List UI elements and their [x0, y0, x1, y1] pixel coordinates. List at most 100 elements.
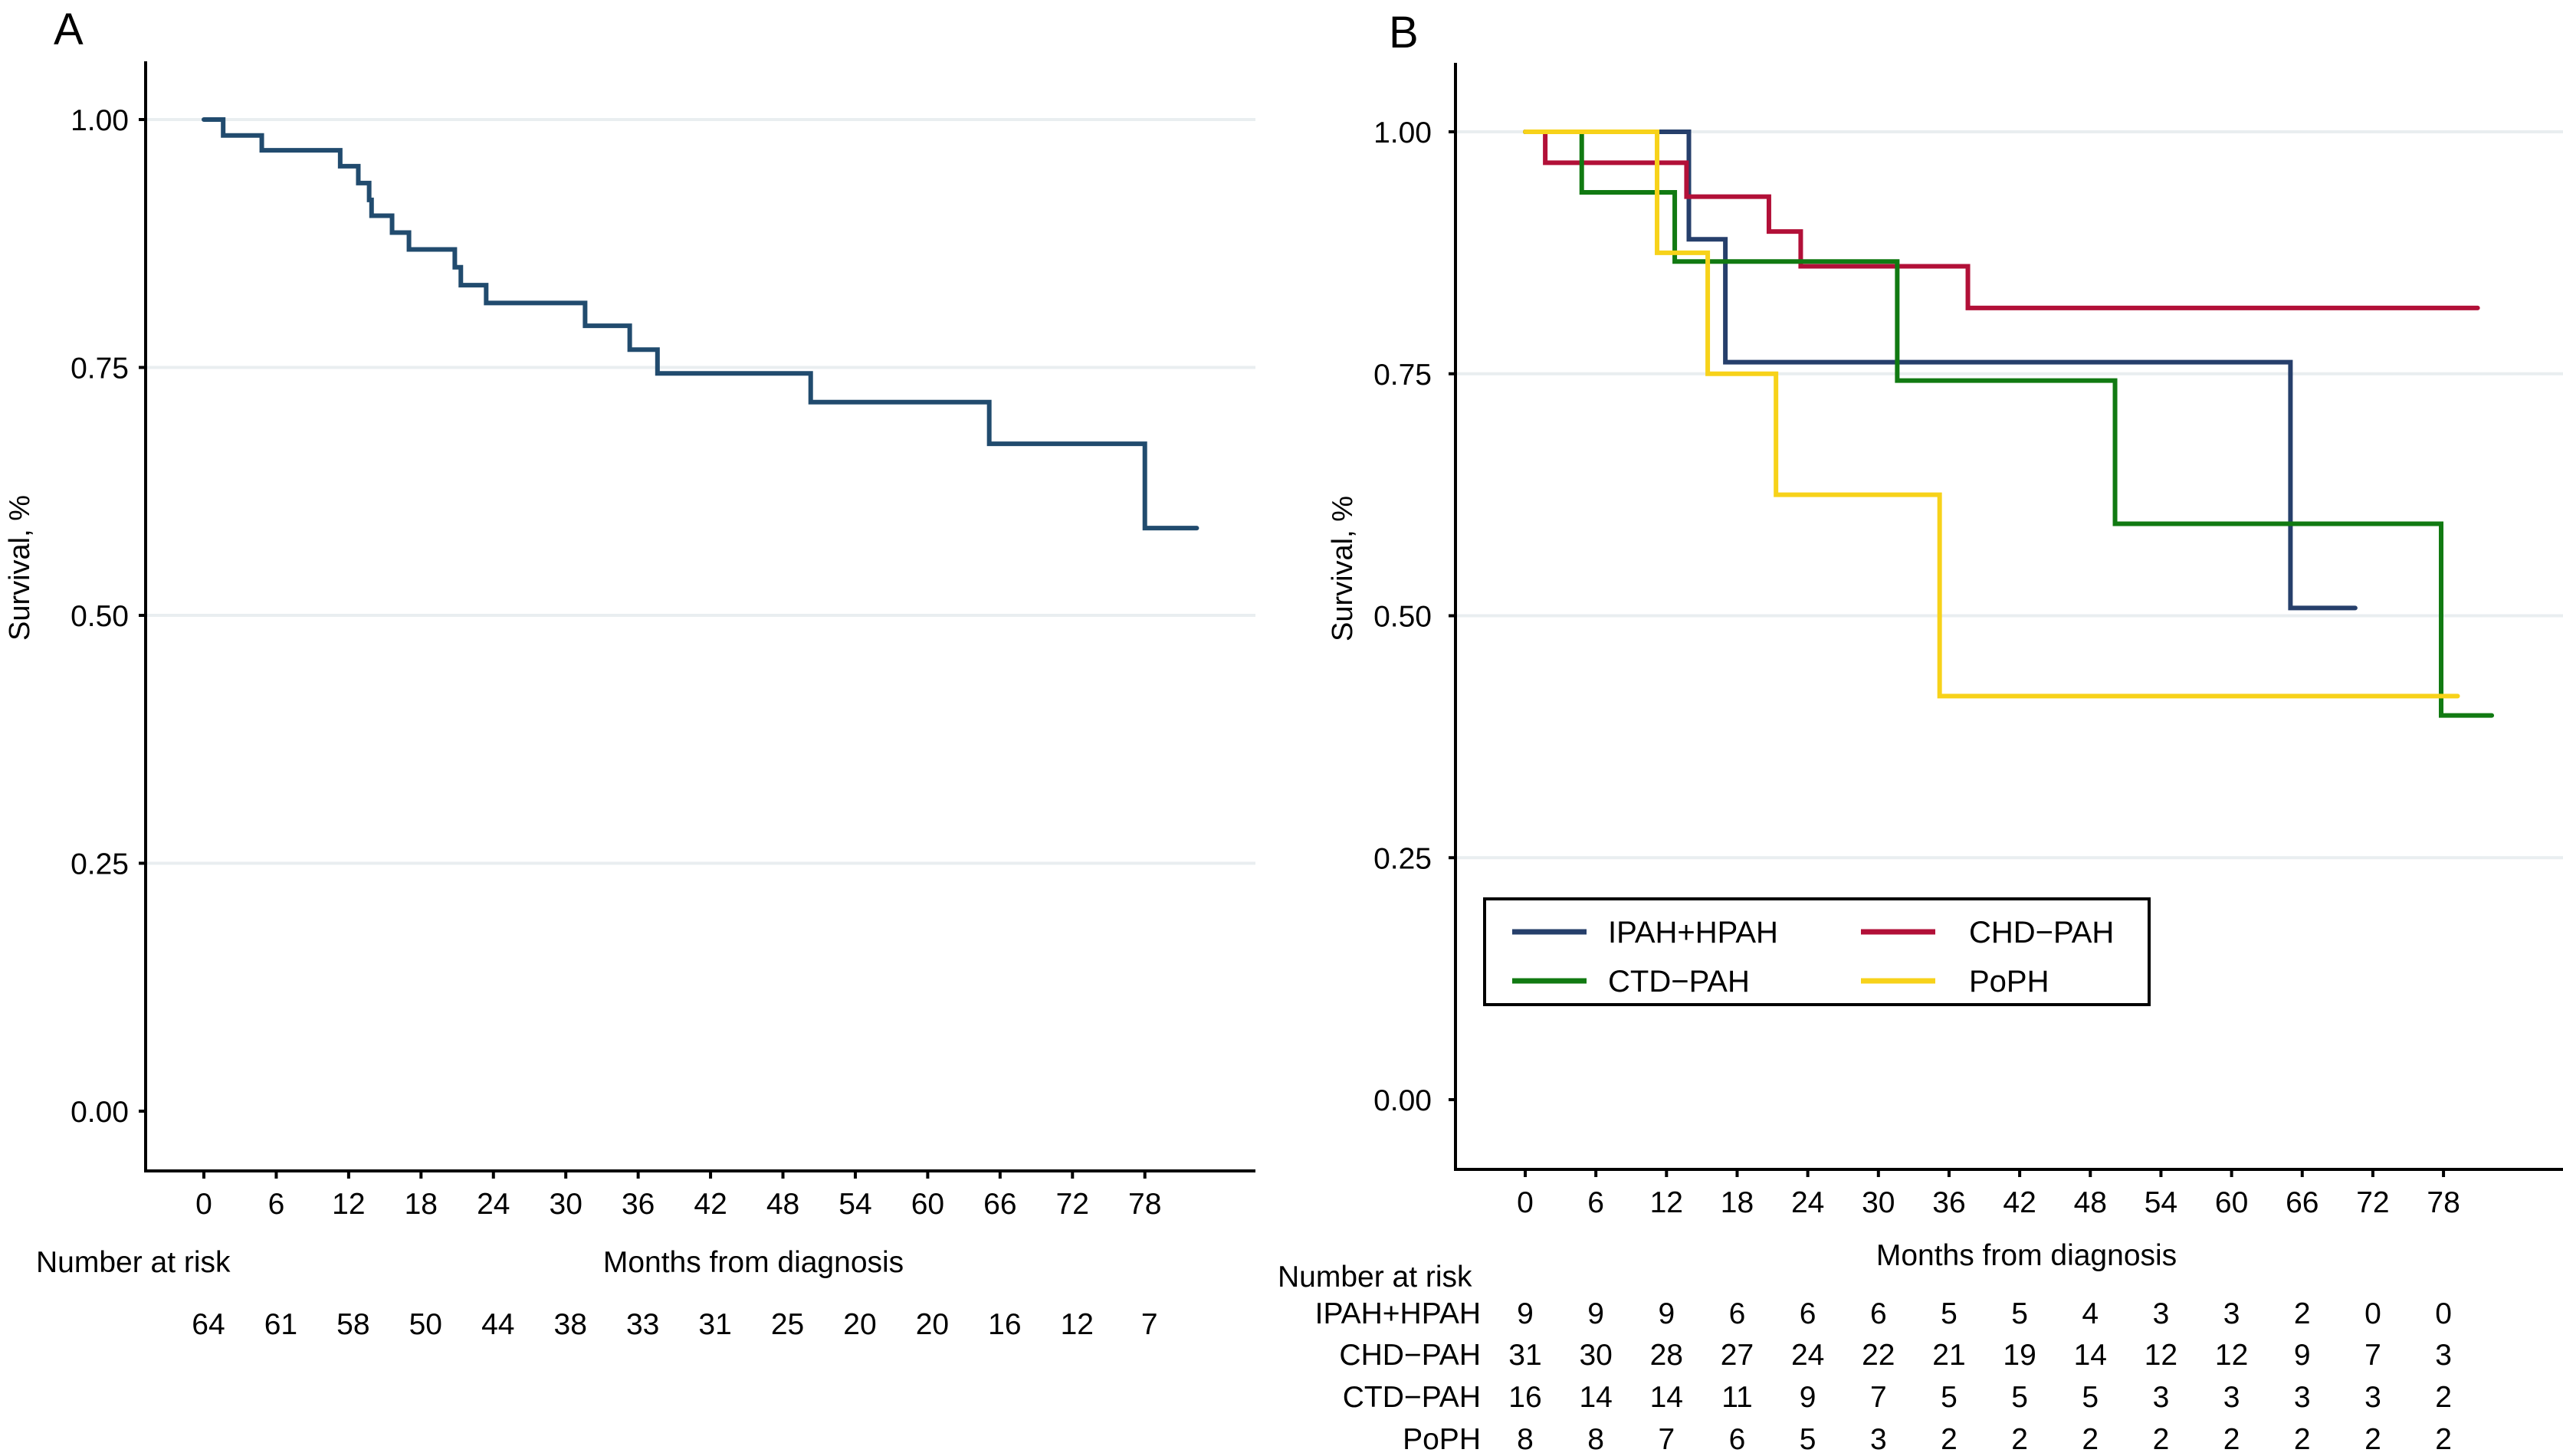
risk-value: 14: [1650, 1381, 1683, 1414]
x-tick-label: 24: [477, 1188, 510, 1221]
risk-row-label-ipah-hpah: IPAH+HPAH: [1315, 1297, 1481, 1330]
risk-value: 31: [1508, 1339, 1541, 1372]
risk-row-label-poph: PoPH: [1403, 1423, 1481, 1456]
x-tick-label: 36: [1932, 1186, 1965, 1219]
risk-value: 5: [1941, 1381, 1958, 1414]
risk-value: 12: [1061, 1308, 1094, 1341]
risk-value: 4: [2082, 1297, 2099, 1330]
risk-value: 2: [1941, 1423, 1958, 1456]
panel-a-label: A: [54, 5, 84, 54]
x-tick-label: 60: [2215, 1186, 2248, 1219]
x-tick-label: 12: [1650, 1186, 1683, 1219]
risk-value: 0: [2364, 1297, 2381, 1330]
y-tick-label: 0.00: [71, 1096, 129, 1129]
panel-b-gridlines: [1455, 130, 2563, 860]
x-tick-label: 12: [332, 1188, 365, 1221]
risk-value: 30: [1579, 1339, 1612, 1372]
risk-value: 8: [1587, 1423, 1604, 1456]
legend-label-ctd-pah: CTD−PAH: [1608, 965, 1750, 999]
x-tick-label: 18: [405, 1188, 438, 1221]
panel-a-gridlines: [146, 118, 1255, 865]
risk-value: 5: [2011, 1381, 2028, 1414]
panel-a-risk-table: 64 61 58 50 44 38 33 31 25 20 20 16 12 7: [192, 1308, 1157, 1341]
y-tick-label: 0.00: [1373, 1084, 1432, 1117]
risk-value: 12: [2215, 1339, 2248, 1372]
panel-a-x-axis-title: Months from diagnosis: [603, 1246, 904, 1279]
panel-b-axes: 0.00 0.25 0.50 0.75 1.00 0 6 12 18 24 30 36 42 48 54 60…: [1373, 63, 2563, 1219]
panel-a-chart: A 0.00 0.25 0.50 0.75 1.00 0 6 12 18 24 30 36 42 48 54…: [4, 5, 1255, 1341]
risk-value: 3: [2153, 1297, 2170, 1330]
y-tick-label: 0.25: [1373, 842, 1432, 875]
risk-value: 5: [1941, 1297, 1958, 1330]
x-tick-label: 0: [195, 1188, 212, 1221]
panel-b-x-axis-title: Months from diagnosis: [1876, 1239, 2177, 1272]
risk-value: 2: [2011, 1423, 2028, 1456]
panel-b-risk-table-title: Number at risk: [1278, 1261, 1472, 1294]
risk-value: 5: [1800, 1423, 1816, 1456]
y-tick-label: 1.00: [71, 104, 129, 137]
risk-value: 33: [626, 1308, 659, 1341]
x-tick-label: 78: [1128, 1188, 1161, 1221]
risk-value: 2: [2294, 1297, 2311, 1330]
risk-value: 21: [1932, 1339, 1965, 1372]
risk-value: 11: [1721, 1381, 1753, 1414]
panel-b-chart: B 0.000.250.500.751.000 6 12 18 24 30 36 42 48 54…: [1278, 8, 2563, 1456]
legend-label-chd-pah: CHD−PAH: [1969, 916, 2114, 949]
risk-value: 61: [264, 1308, 297, 1341]
risk-value: 50: [409, 1308, 442, 1341]
risk-value: 16: [988, 1308, 1021, 1341]
risk-value: 58: [336, 1308, 369, 1341]
risk-value: 2: [2435, 1423, 2452, 1456]
risk-value: 16: [1508, 1381, 1541, 1414]
x-tick-label: 72: [2356, 1186, 2389, 1219]
legend-label-ipah-hpah: IPAH+HPAH: [1608, 916, 1778, 949]
panel-b-y-axis-title: Survival, %: [1327, 496, 1359, 641]
x-tick-label: 30: [550, 1188, 582, 1221]
risk-value: 0: [2435, 1297, 2452, 1330]
risk-value: 3: [2294, 1381, 2311, 1414]
x-tick-label: 66: [2286, 1186, 2319, 1219]
risk-value: 22: [1862, 1339, 1895, 1372]
risk-value: 6: [1800, 1297, 1816, 1330]
risk-value: 9: [1587, 1297, 1604, 1330]
y-tick-label: 0.25: [71, 848, 129, 881]
panel-a-risk-table-title: Number at risk: [36, 1246, 231, 1279]
risk-value: 25: [771, 1308, 804, 1341]
x-tick-label: 24: [1791, 1186, 1824, 1219]
risk-value: 64: [192, 1308, 225, 1341]
y-tick-label: 0.75: [1373, 359, 1432, 392]
y-tick-label: 1.00: [1373, 116, 1432, 149]
risk-value: 7: [1870, 1381, 1887, 1414]
panel-a-axes: 0.00 0.25 0.50 0.75 1.00 0 6 12 18 24 30 36 42 48 54 60…: [71, 61, 1255, 1221]
x-tick-label: 54: [2145, 1186, 2177, 1219]
risk-value: 14: [1579, 1381, 1612, 1414]
y-tick-label: 0.50: [1373, 601, 1432, 634]
risk-value: 6: [1729, 1423, 1746, 1456]
risk-value: 7: [1141, 1308, 1158, 1341]
risk-value: 3: [2364, 1381, 2381, 1414]
risk-value: 28: [1650, 1339, 1683, 1372]
risk-value: 31: [698, 1308, 731, 1341]
x-tick-label: 0: [1517, 1186, 1534, 1219]
x-tick-label: 48: [2074, 1186, 2107, 1219]
panel-b-curves: [1523, 130, 2495, 718]
x-tick-label: 72: [1056, 1188, 1089, 1221]
risk-value: 27: [1721, 1339, 1754, 1372]
risk-value: 20: [916, 1308, 949, 1341]
survival-curve-poph: [1523, 130, 2460, 699]
survival-curve-ctd-pah: [1523, 130, 2495, 718]
risk-value: 14: [2074, 1339, 2107, 1372]
x-tick-label: 66: [983, 1188, 1016, 1221]
risk-value: 5: [2011, 1297, 2028, 1330]
survival-curve-chd-pah: [1523, 130, 2480, 310]
risk-value: 9: [1517, 1297, 1534, 1330]
risk-value: 44: [481, 1308, 514, 1341]
risk-value: 20: [843, 1308, 876, 1341]
risk-value: 3: [2223, 1297, 2240, 1330]
panel-a-y-axis-title: Survival, %: [4, 495, 36, 641]
x-tick-label: 6: [268, 1188, 285, 1221]
risk-value: 3: [2153, 1381, 2170, 1414]
risk-value: 6: [1729, 1297, 1746, 1330]
